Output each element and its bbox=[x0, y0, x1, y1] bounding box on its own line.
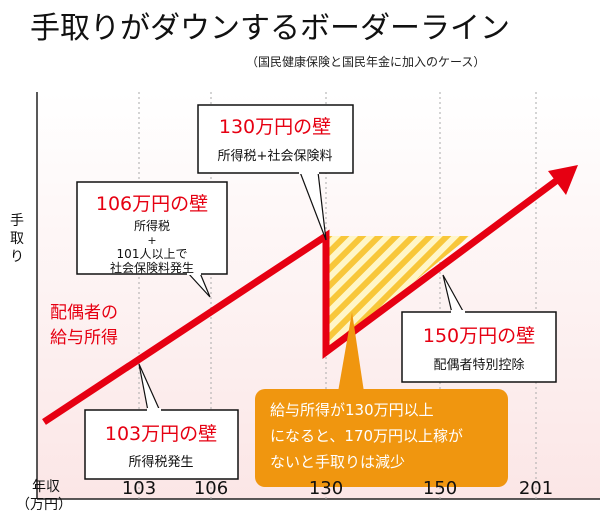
callout-106: 106万円の壁 所得税 + 101人以上で 社会保険料発生 bbox=[76, 181, 228, 298]
y-axis-label-char: 取 bbox=[10, 231, 24, 247]
callout-103-title: 103万円の壁 bbox=[105, 423, 217, 445]
svg-text:所得税: 所得税 bbox=[134, 218, 170, 233]
callout-150-title: 150万円の壁 bbox=[423, 325, 535, 347]
title: 手取りがダウンするボーダーライン bbox=[30, 11, 510, 46]
svg-text:になると、170万円以上稼が: になると、170万円以上稼が bbox=[270, 427, 463, 445]
callout-150: 150万円の壁 配偶者特別控除 bbox=[401, 274, 557, 383]
tick-103: 103 bbox=[122, 478, 156, 499]
y-axis-label-char: 手 bbox=[10, 213, 24, 229]
tick-150: 150 bbox=[423, 478, 457, 499]
y-axis-label: 手 取 り bbox=[10, 213, 24, 265]
svg-text:ないと手取りは減少: ないと手取りは減少 bbox=[270, 453, 405, 471]
income-line bbox=[42, 175, 563, 425]
line-label: 配偶者の bbox=[50, 303, 118, 323]
note-callout: 給与所得が130万円以上 になると、170万円以上稼が ないと手取りは減少 bbox=[255, 312, 508, 487]
arrow-head-icon bbox=[548, 165, 578, 195]
callout-130-title: 130万円の壁 bbox=[219, 116, 331, 138]
callout-130-text: 所得税+社会保険料 bbox=[218, 148, 333, 164]
y-axis-label-char: り bbox=[10, 249, 24, 265]
callout-103: 103万円の壁 所得税発生 bbox=[84, 363, 239, 480]
callout-130: 130万円の壁 所得税+社会保険料 bbox=[197, 104, 354, 241]
svg-text:配偶者特別控除: 配偶者特別控除 bbox=[433, 358, 524, 373]
x-axis-unit: （万円） bbox=[16, 497, 72, 513]
tick-201: 201 bbox=[519, 478, 553, 499]
svg-text:社会保険料発生: 社会保険料発生 bbox=[110, 260, 194, 275]
svg-text:給与所得が130万円以上: 給与所得が130万円以上 bbox=[270, 401, 434, 419]
callout-106-title: 106万円の壁 bbox=[96, 193, 208, 215]
line-label-2: 給与所得 bbox=[50, 328, 118, 348]
subtitle: （国民健康保険と国民年金に加入のケース） bbox=[246, 54, 485, 69]
svg-text:所得税発生: 所得税発生 bbox=[128, 454, 193, 470]
svg-text:+: + bbox=[147, 234, 156, 247]
x-axis-label: 年収 bbox=[32, 479, 60, 495]
svg-text:101人以上で: 101人以上で bbox=[117, 247, 188, 261]
tick-130: 130 bbox=[309, 478, 343, 499]
x-ticks: 103 106 130 150 201 bbox=[122, 478, 553, 499]
tick-106: 106 bbox=[194, 478, 228, 499]
